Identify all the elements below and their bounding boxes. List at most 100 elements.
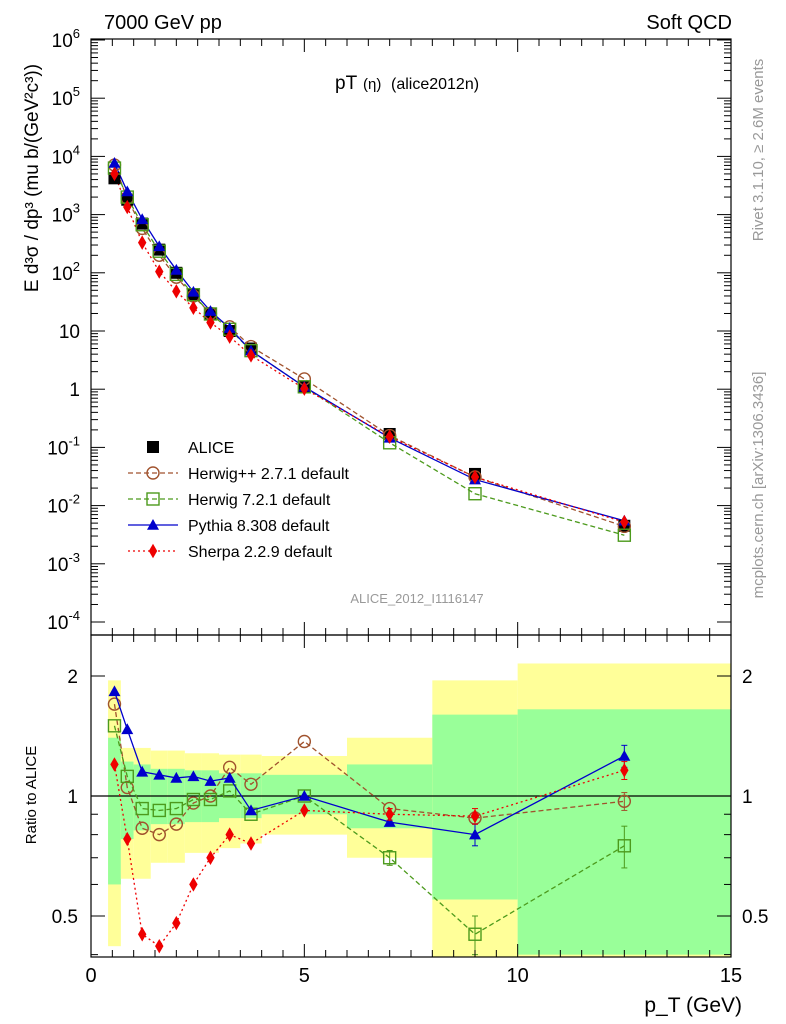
ratio-point-sherpa-2 [138,927,147,942]
x-tick-label-1: 5 [299,965,310,987]
main-point-sherpa-0 [110,166,119,182]
main-point-sherpa-2 [138,235,147,250]
axes-frames: 0 5 10 1510-410-310-210-1110102103104105106… [47,26,768,987]
ratio-point-herwig7-4 [169,801,184,816]
main-point-pythia-5 [187,285,200,297]
title-main: pT [335,73,358,94]
main-point-sherpa-10 [385,429,394,444]
ratio-y-tick-label-0: 0.5 [52,907,78,928]
legend-label-herwigpp: Herwig++ 2.7.1 default [188,466,350,483]
mcplots-label: mcplots.cern.ch [arXiv:1306.3436] [750,372,767,599]
y-tick-label-1: 10-3 [47,550,80,576]
ratio-point-sherpa-1 [123,831,132,847]
y-tick-label-6: 102 [52,259,80,285]
y-axis-label-ratio: Ratio to ALICE [23,746,40,844]
ratio-y-tick-label-1: 1 [67,787,78,808]
ratio-point-herwigpp-12 [617,794,632,808]
main-point-sherpa-7 [225,329,234,344]
ratio-point-pythia-8 [245,804,257,816]
ratio-uncertainty-bands [91,663,731,957]
ratio-point-pythia-3 [153,768,166,780]
main-point-sherpa-4 [172,284,181,299]
main-point-sherpa-12 [620,514,629,530]
y-tick-label-5: 10 [59,322,80,343]
main-point-sherpa-5 [189,300,198,316]
main-point-sherpa-6 [206,315,215,330]
title-tag: (alice2012n) [391,76,479,93]
y-tick-exponent: 5 [73,84,80,99]
legend-label-herwig7: Herwig 7.2.1 default [188,492,331,509]
ratio-point-pythia-0 [108,685,121,697]
ratio-point-herwig7-10 [382,851,397,865]
legend-marker-sherpa [148,543,158,559]
ratio-point-pythia-12 [618,749,631,761]
main-point-pythia-1 [121,185,134,197]
ratio-point-sherpa-0 [110,757,119,772]
legend-label-sherpa: Sherpa 2.2.9 default [188,544,333,561]
ratio-point-pythia-6 [204,775,217,786]
ratio-point-sherpa-11 [470,808,480,824]
ratio-point-pythia-10 [383,816,396,827]
main-point-sherpa-8 [246,348,256,363]
y-tick-exponent: -4 [68,608,80,623]
y-tick-label-2: 10-2 [47,492,80,518]
ratio-point-pythia-1 [121,723,134,735]
main-point-pythia-7 [223,322,236,333]
y-tick-exponent: -3 [68,550,80,565]
ratio-point-herwig7-6 [203,792,218,807]
title-paren: (η) [363,76,381,93]
ratio-point-herwig7-5 [186,792,201,807]
ratio-point-herwigpp-9 [297,734,312,749]
legend: ALICE Herwig++ 2.7.1 default Herwig 7.2.1 … [128,440,350,561]
ratio-point-herwig7-3 [152,803,166,818]
ratio-point-sherpa-8 [246,836,256,851]
y-tick-exponent: -2 [68,492,80,507]
header-left: 7000 GeV pp [104,12,222,34]
x-axis-label: p_T (GeV) [644,994,742,1017]
ratio-y-tick-label-right-1: 1 [742,787,753,808]
ratio-point-herwig7-11 [468,927,482,941]
ratio-point-sherpa-5 [189,877,198,892]
ratio-point-sherpa-3 [155,938,164,954]
band-inner-11 [432,714,518,900]
ratio-point-herwig7-0 [107,719,122,733]
legend-marker-herwigpp [146,466,160,480]
y-tick-exponent: 3 [73,201,80,216]
ratio-point-herwigpp-3 [152,827,166,842]
main-point-pythia-2 [136,213,149,225]
y-tick-label-4: 1 [69,380,80,401]
ratio-point-sherpa-6 [206,850,215,865]
legend-label-alice: ALICE [188,440,234,457]
main-point-sherpa-3 [155,264,164,279]
main-point-pythia-3 [153,240,166,252]
ratio-point-herwigpp-8 [244,777,258,791]
ratio-y-tick-label-right-0: 0.5 [742,907,768,928]
ratio-point-pythia-11 [469,828,481,840]
ratio-point-herwig7-12 [617,839,632,853]
legend-label-pythia: Pythia 8.308 default [188,518,330,535]
y-tick-label-7: 103 [52,201,80,227]
ratio-point-herwig7-1 [120,769,134,784]
ratio-point-sherpa-12 [620,763,629,778]
ratio-point-herwigpp-2 [135,821,149,835]
ratio-point-herwigpp-4 [169,817,184,831]
main-point-sherpa-1 [123,199,132,215]
y-tick-exponent: 6 [73,26,80,41]
legend-marker-herwig7 [146,492,160,506]
y-tick-label-8: 104 [52,142,80,168]
ratio-point-pythia-4 [170,771,183,783]
ratio-y-tick-label-right-2: 2 [742,667,753,688]
y-tick-label-10: 106 [52,26,80,52]
header-right: Soft QCD [646,12,732,34]
main-point-sherpa-9 [300,381,309,396]
y-tick-exponent: 2 [73,259,80,274]
legend-marker-pythia [147,519,159,530]
y-tick-label-0: 10-4 [47,608,80,634]
y-tick-label-3: 10-1 [47,433,80,459]
ratio-point-herwigpp-1 [120,780,134,795]
legend-marker-alice [147,441,159,453]
main-point-alice-1 [121,193,134,206]
ratio-point-sherpa-7 [225,827,234,842]
ratio-point-herwig7-2 [135,801,149,816]
